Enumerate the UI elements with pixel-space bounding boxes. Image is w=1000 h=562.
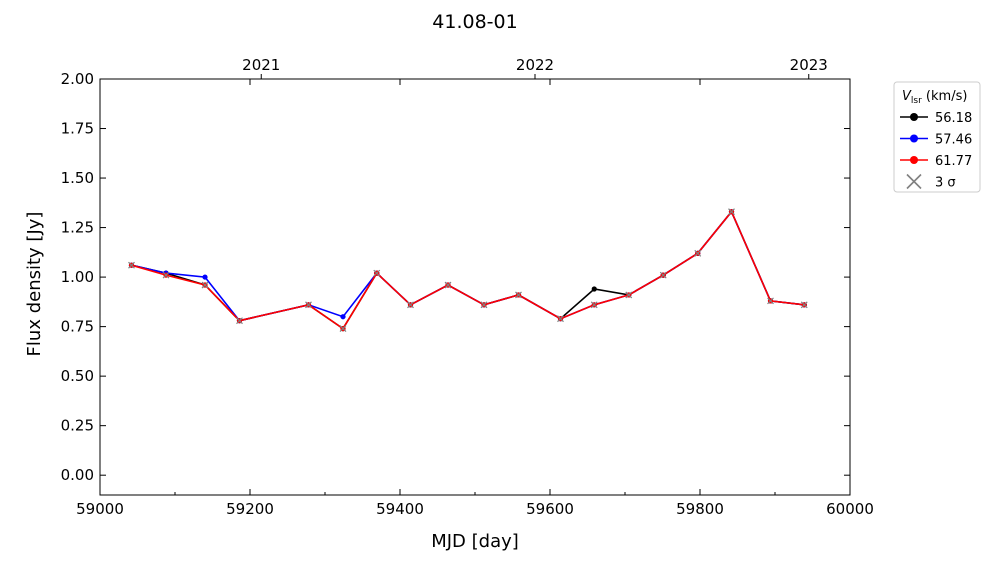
sigma-marker — [728, 208, 735, 216]
y-tick-label: 1.50 — [61, 169, 94, 187]
sigma-marker — [305, 301, 312, 309]
plot-frame — [99, 78, 851, 496]
sigma-marker — [590, 301, 598, 309]
legend-title-sub: lsr — [911, 96, 922, 106]
sigma-marker — [694, 249, 702, 257]
legend: Vlsr (km/s) 56.18 57.46 61.77 3 σ — [893, 81, 981, 193]
y-tick-label: 1.25 — [61, 219, 94, 237]
y-tick-label: 0.75 — [61, 318, 94, 336]
sigma-marker — [480, 301, 488, 309]
chart-title: 41.08-01 — [432, 11, 517, 33]
x-tick-label: 59600 — [526, 500, 574, 518]
data-point-57.46 — [340, 314, 346, 320]
legend-label: 61.77 — [935, 154, 972, 169]
x-axis-ticks: 59000 59200 59400 59600 59800 60000 — [76, 79, 874, 518]
sigma-marker — [444, 281, 452, 289]
data-point-57.46 — [202, 274, 208, 280]
legend-label: 57.46 — [935, 133, 972, 148]
sigma-marker — [407, 301, 414, 309]
y-tick-label: 0.00 — [61, 466, 94, 484]
y-axis-ticks: 0.00 0.25 0.50 0.75 1.00 1.25 1.50 1.75 2.00 — [61, 70, 850, 484]
series-line-57.46 — [131, 210, 805, 322]
sigma-marker — [128, 261, 135, 269]
y-tick-label: 2.00 — [61, 70, 94, 88]
sigma-marker — [201, 281, 209, 289]
x-tick-label: 59400 — [376, 500, 424, 518]
sigma-marker — [162, 271, 170, 279]
sigma-marker — [625, 291, 633, 299]
sigma-marker — [659, 271, 667, 279]
x-tick-label: 59800 — [676, 500, 724, 518]
legend-title-unit: (km/s) — [922, 89, 968, 104]
top-year-axis: 2021 2022 2023 — [242, 56, 828, 79]
y-tick-label: 0.25 — [61, 417, 94, 435]
top-year-label: 2023 — [790, 56, 828, 74]
sigma-marker — [339, 325, 347, 333]
y-tick-label: 1.00 — [61, 268, 94, 286]
legend-marker — [910, 156, 918, 164]
top-year-label: 2022 — [516, 56, 554, 74]
y-tick-label: 0.50 — [61, 367, 94, 385]
sigma-marker — [373, 269, 381, 277]
legend-label: 56.18 — [935, 111, 972, 126]
x-tick-label: 60000 — [826, 500, 874, 518]
sigma-marker — [767, 297, 774, 305]
x-tick-label: 59000 — [76, 500, 124, 518]
sigma-markers — [128, 208, 808, 333]
top-year-label: 2021 — [242, 56, 280, 74]
x-tick-label: 59200 — [226, 500, 274, 518]
data-point-56.18 — [591, 286, 597, 292]
legend-box — [893, 81, 981, 193]
legend-marker — [910, 113, 918, 121]
y-axis-label: Flux density [Jy] — [24, 212, 45, 357]
legend-title-main: V — [902, 89, 912, 104]
legend-marker — [910, 134, 918, 143]
sigma-marker — [515, 291, 522, 299]
plot-series — [128, 209, 807, 332]
sigma-marker — [800, 301, 808, 309]
legend-title: Vlsr (km/s) — [902, 89, 967, 106]
legend-x-marker — [906, 173, 922, 190]
legend-label: 3 σ — [935, 176, 956, 191]
y-tick-label: 1.75 — [61, 120, 94, 138]
x-axis-label: MJD [day] — [431, 531, 519, 552]
sigma-marker — [236, 317, 243, 325]
legend-entries: 56.18 57.46 61.77 3 σ — [900, 111, 972, 191]
sigma-marker — [557, 315, 564, 323]
